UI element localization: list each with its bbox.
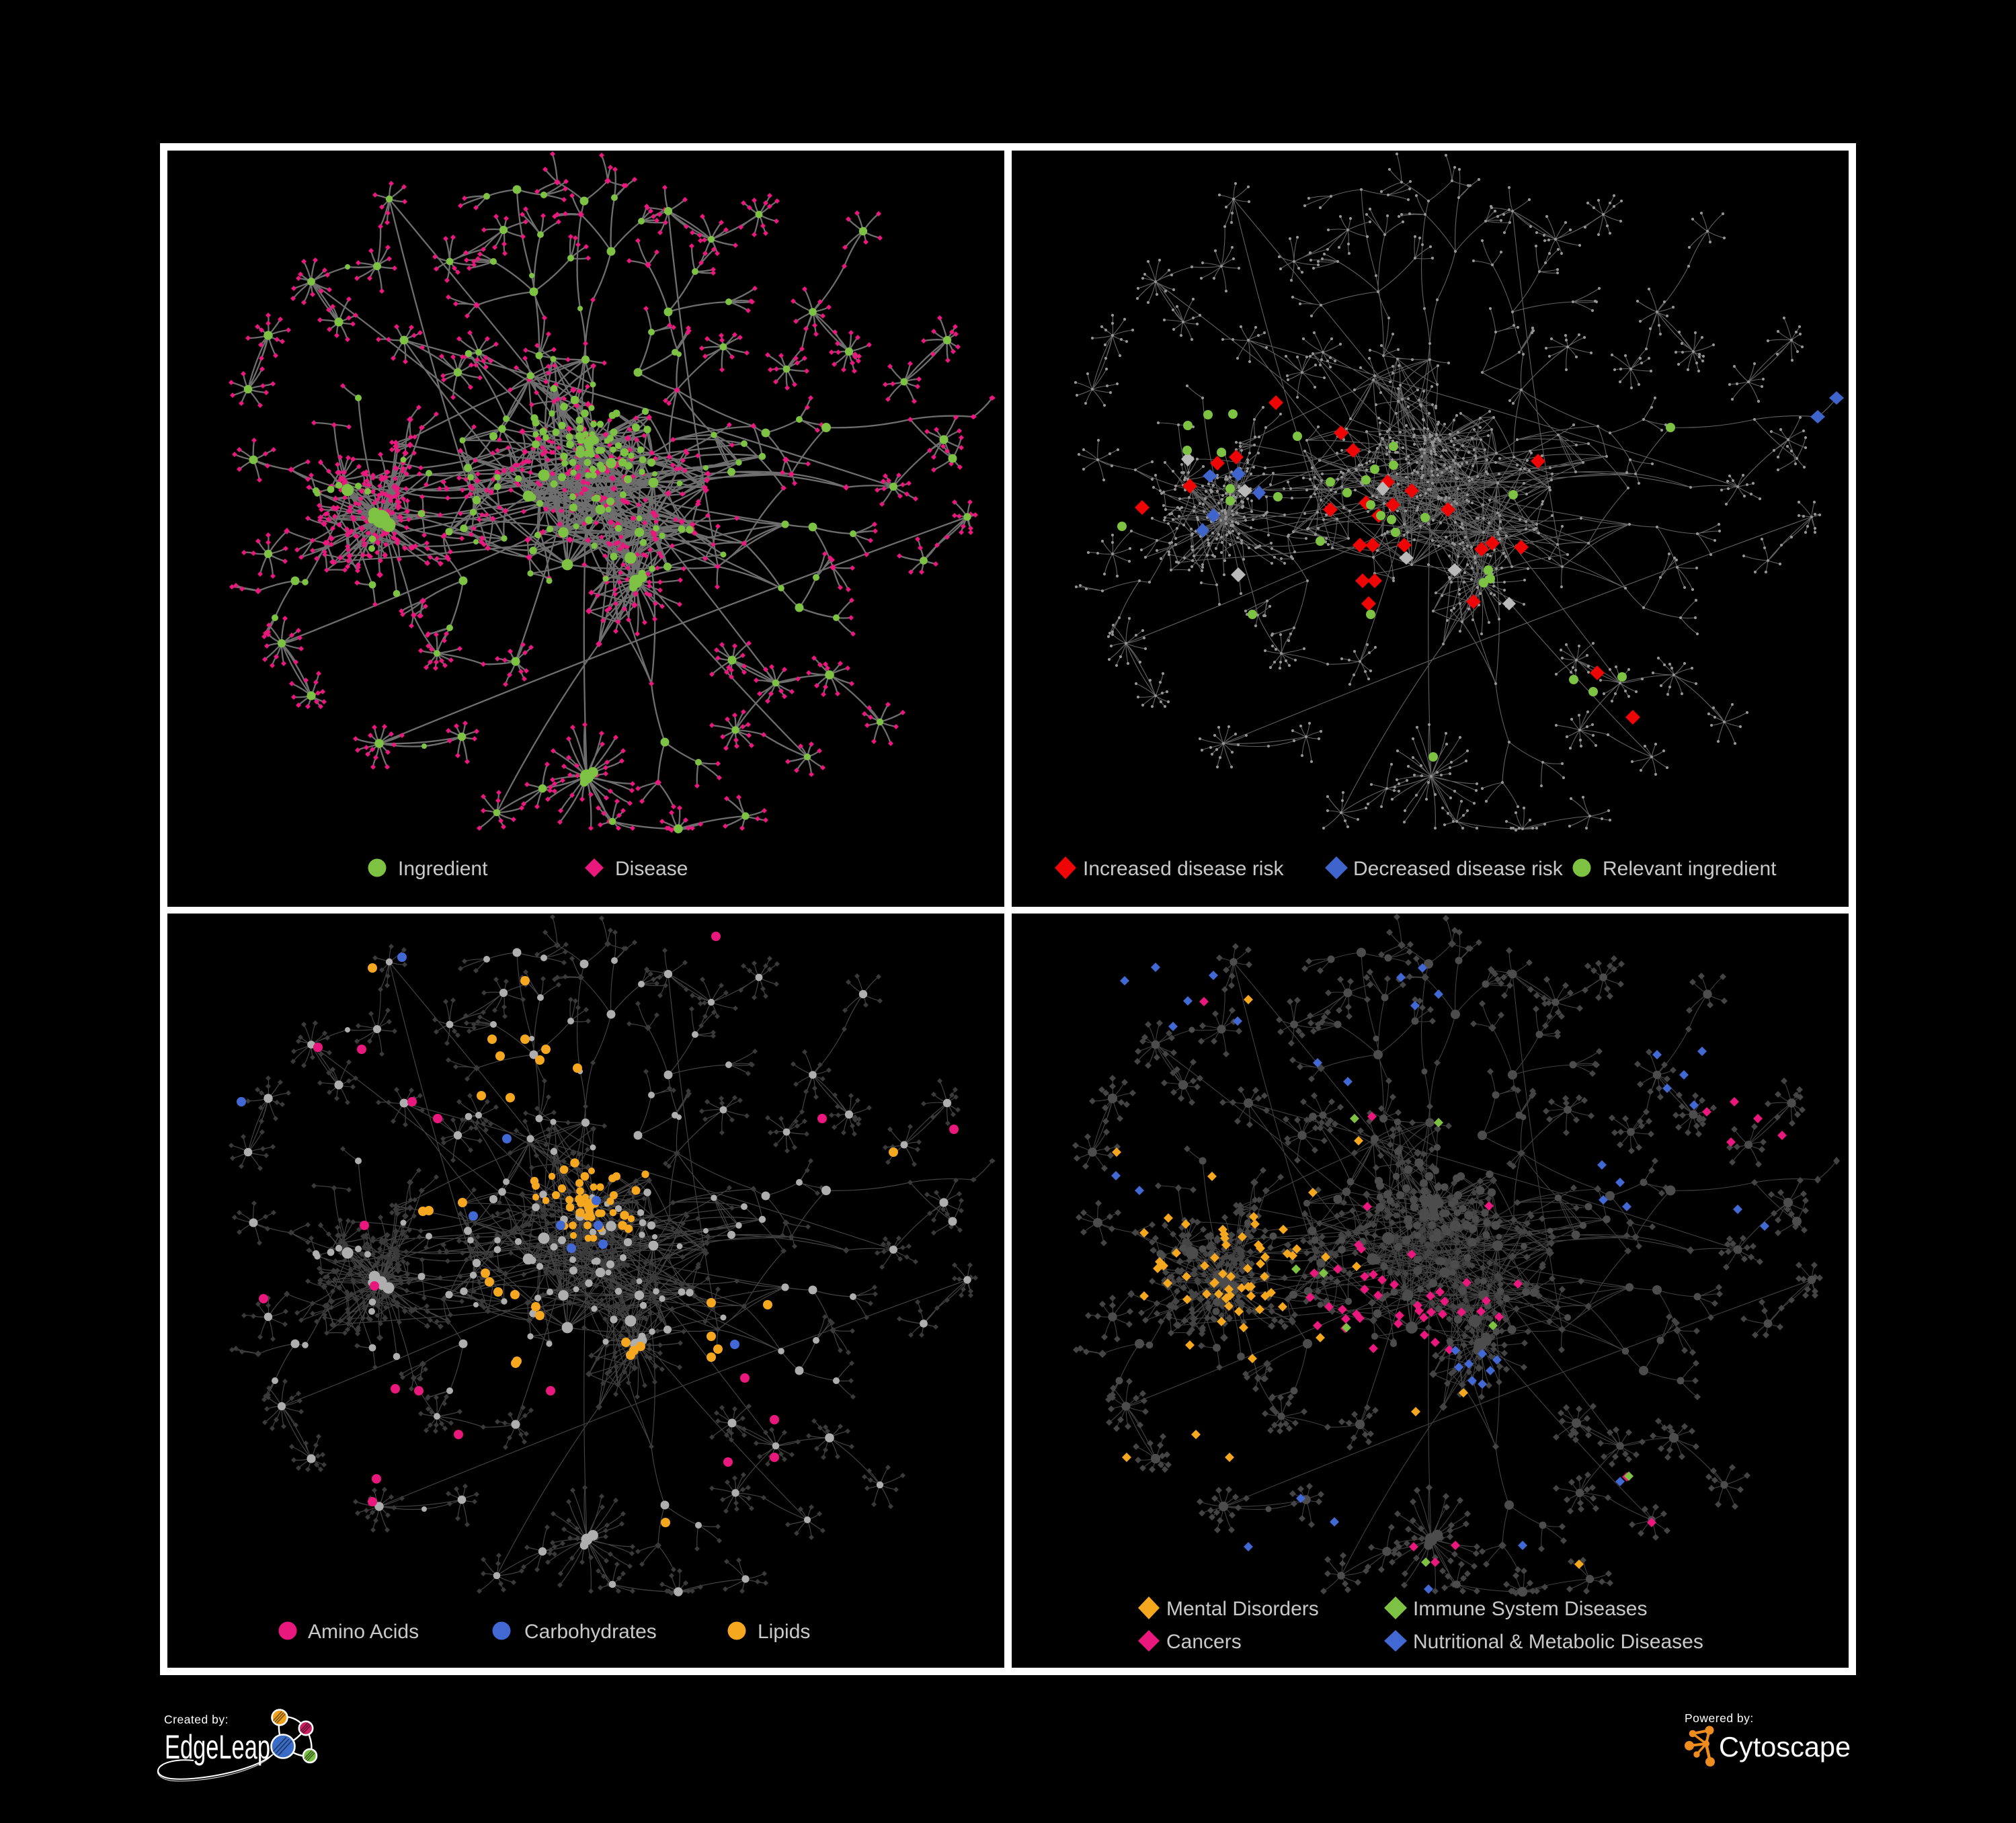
- svg-text:Ingredient: Ingredient: [398, 858, 488, 880]
- svg-text:Created by:: Created by:: [164, 1713, 229, 1726]
- svg-text:Powered by:: Powered by:: [1685, 1711, 1754, 1725]
- svg-text:Nutritional & Metabolic Diseas: Nutritional & Metabolic Diseases: [1413, 1631, 1703, 1653]
- svg-text:Mental Disorders: Mental Disorders: [1166, 1598, 1319, 1620]
- svg-text:Cancers: Cancers: [1166, 1631, 1242, 1653]
- svg-text:Relevant ingredient: Relevant ingredient: [1603, 858, 1777, 880]
- svg-text:Lipids: Lipids: [758, 1621, 810, 1643]
- svg-text:Increased disease risk: Increased disease risk: [1083, 858, 1284, 880]
- svg-text:Decreased disease risk: Decreased disease risk: [1353, 858, 1564, 880]
- svg-text:Immune System Diseases: Immune System Diseases: [1413, 1598, 1647, 1620]
- svg-text:Disease: Disease: [615, 858, 688, 880]
- svg-text:Carbohydrates: Carbohydrates: [524, 1621, 657, 1643]
- svg-text:Cytoscape: Cytoscape: [1719, 1731, 1851, 1763]
- svg-text:Amino Acids: Amino Acids: [308, 1621, 419, 1643]
